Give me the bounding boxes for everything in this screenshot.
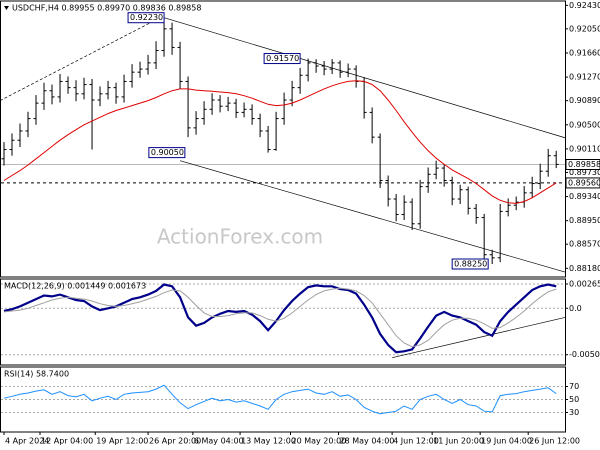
y-tick-label: 0.92050 (569, 24, 600, 33)
y-tick-label: 0.88570 (569, 240, 600, 249)
x-tick-label: 20 May 20:00 (292, 437, 347, 446)
x-tick-label: 12 Apr 04:00 (41, 437, 93, 446)
price-box (565, 158, 600, 170)
y-tick-label: 0.91660 (569, 48, 600, 57)
x-tick-label: 26 Jun 12:00 (529, 437, 580, 446)
x-tick-label: 11 Jun 20:00 (433, 437, 484, 446)
x-tick-label: 13 May 12:00 (241, 437, 296, 446)
trend-line (179, 160, 566, 273)
y-tick-label: 0.89340 (569, 192, 600, 201)
x-tick-label: 19 Jun 04:00 (481, 437, 532, 446)
y-tick-label: 30 (569, 408, 579, 417)
y-tick-label: 0.90500 (569, 120, 600, 129)
annotation-box (263, 53, 301, 65)
panel-title: RSI(14) 58.7400 (4, 370, 69, 379)
y-tick-label: 0.91270 (569, 73, 600, 82)
y-tick-label: 0.90890 (569, 96, 600, 105)
panel-title: USDCHF,H4 0.89955 0.89970 0.89836 0.8985… (12, 4, 201, 13)
annotation-label: 0.88250 (454, 260, 487, 269)
y-tick-label: 0.88950 (569, 216, 600, 225)
y-tick-label: 0.92430 (569, 1, 600, 10)
y-tick-label: -0.005078 (569, 350, 600, 359)
watermark: ActionForex.com (157, 225, 323, 249)
annotation-label: 0.91570 (266, 54, 299, 63)
panel-frame (0, 0, 566, 278)
annotation-label: 0.92230 (130, 13, 163, 22)
x-tick-label: 26 Apr 20:00 (149, 437, 201, 446)
annotation-box (451, 258, 489, 270)
x-tick-label: 19 Apr 12:00 (96, 437, 148, 446)
level-box (565, 177, 600, 189)
panel-title: MACD(12,26,9) 0.001449 0.001673 (4, 282, 146, 291)
series-line (3, 283, 557, 354)
series-line (3, 384, 557, 415)
y-tick-label: 0.89730 (569, 168, 600, 177)
title-marker (4, 6, 9, 10)
x-tick-label: 4 Jun 12:00 (393, 437, 439, 446)
x-tick-label: 4 Apr 2024 (5, 437, 49, 446)
trend-line (0, 17, 161, 101)
annotation-box (148, 147, 186, 159)
x-tick-label: 6 May 04:00 (194, 437, 244, 446)
y-tick-label: 0.0 (569, 304, 582, 313)
series-line (3, 287, 557, 348)
level-label: 0.89560 (568, 178, 600, 187)
panel-frame (0, 278, 566, 366)
annotation-label: 0.90050 (151, 148, 184, 157)
y-tick-label: 50 (569, 395, 579, 404)
x-tick-label: 28 May 04:00 (340, 437, 395, 446)
y-tick-label: 0.002657 (569, 279, 600, 288)
price-label: 0.89858 (568, 160, 600, 169)
y-tick-label: 0.90110 (569, 144, 600, 153)
trend-line (392, 317, 566, 359)
annotation-box (127, 12, 165, 24)
y-tick-label: 0.88180 (569, 264, 600, 273)
y-tick-label: 70 (569, 382, 579, 391)
series-line (3, 80, 557, 204)
